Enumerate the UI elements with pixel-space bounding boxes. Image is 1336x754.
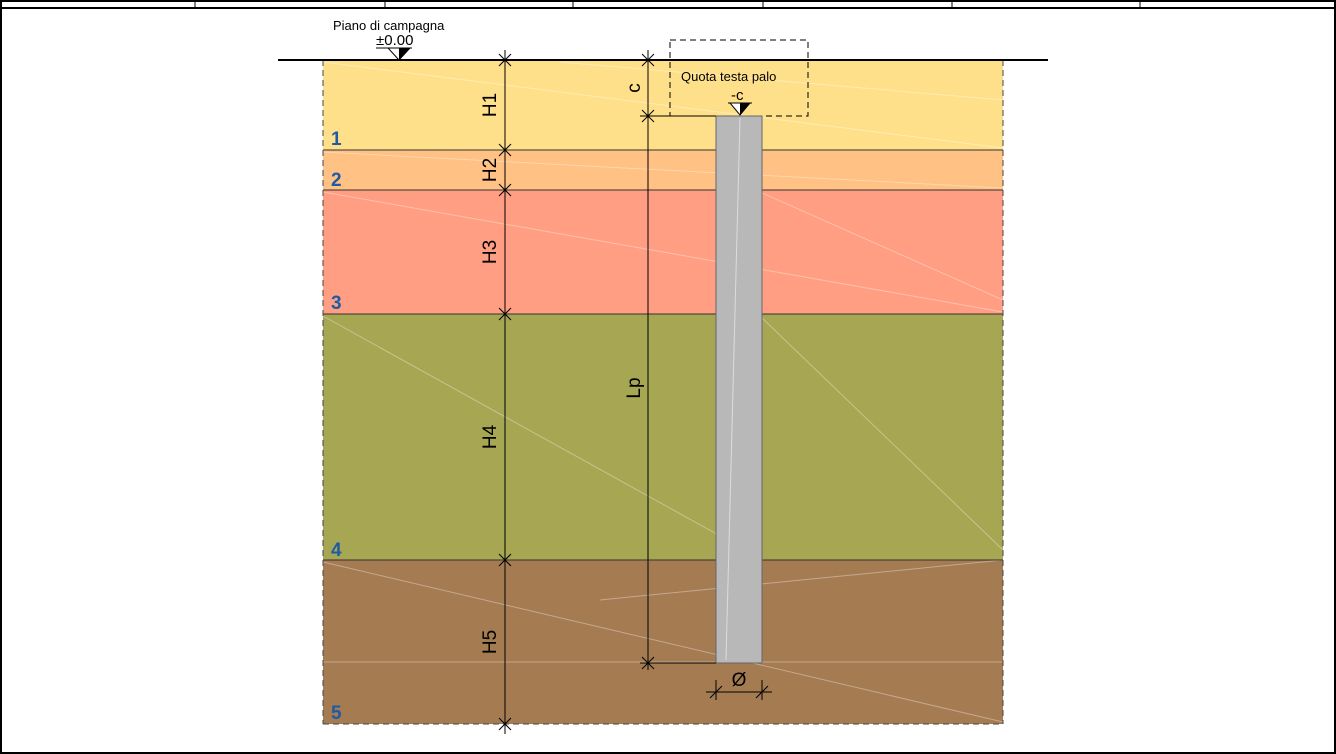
thickness-label-h3: H3 <box>480 240 501 264</box>
soil-layer-4 <box>323 314 1003 560</box>
ground-level-label: Piano di campagna <box>333 18 445 33</box>
layer-number-2: 2 <box>331 170 342 191</box>
diameter-dimension-line <box>706 680 772 700</box>
diameter-label: Ø <box>732 670 747 691</box>
layer-number-4: 4 <box>331 540 342 561</box>
layer-number-1: 1 <box>331 129 342 150</box>
pile-texture <box>725 117 741 661</box>
layer-number-5: 5 <box>331 703 342 724</box>
cover-label: c <box>624 83 645 93</box>
ground-level-marker-icon <box>376 47 412 61</box>
pile-head-label: Quota testa palo <box>681 69 776 84</box>
pile-length-label: Lp <box>624 377 645 398</box>
soil-layer-2 <box>323 150 1003 190</box>
layer-texture <box>322 61 1004 723</box>
layer-boundaries <box>323 149 1003 561</box>
soil-layer-5 <box>323 560 1003 724</box>
thickness-label-h4: H4 <box>480 424 501 449</box>
pile-head-value: -c <box>731 87 744 104</box>
pile-head-marker-icon <box>728 102 752 116</box>
ground-level-value: ±0.00 <box>376 32 413 49</box>
layer-number-3: 3 <box>331 293 342 314</box>
thickness-label-h5: H5 <box>480 630 501 654</box>
thickness-label-h2: H2 <box>480 158 501 182</box>
pile <box>715 115 763 664</box>
thickness-label-h1: H1 <box>480 93 501 117</box>
title-block-dividers <box>194 0 1141 8</box>
soil-outline <box>322 60 1004 725</box>
soil-layer-3 <box>323 190 1003 314</box>
soil-layer-1 <box>323 60 1003 150</box>
thickness-dimension-line <box>498 50 512 734</box>
pile-length-dimension-line <box>640 50 716 670</box>
